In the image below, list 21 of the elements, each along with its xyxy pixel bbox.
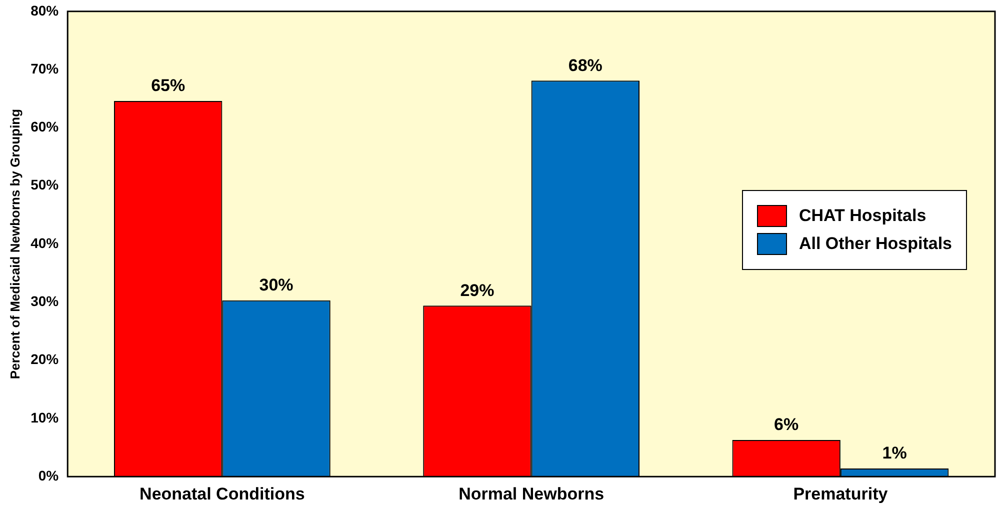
y-tick-label: 50% xyxy=(30,176,60,193)
x-tick-label: Normal Newborns xyxy=(458,484,604,504)
legend-label: All Other Hospitals xyxy=(798,234,952,254)
data-label: 1% xyxy=(882,444,907,463)
y-axis-title: Percent of Medicaid Newborns by Grouping xyxy=(7,108,22,380)
y-tick-label: 20% xyxy=(30,351,60,368)
y-tick-label: 70% xyxy=(30,60,60,76)
data-label: 29% xyxy=(460,280,494,300)
data-label: 30% xyxy=(259,276,294,295)
y-tick-label: 80% xyxy=(30,2,60,18)
x-tick-label: Prematurity xyxy=(793,484,888,504)
y-tick-label: 30% xyxy=(30,293,60,310)
y-tick-label: 40% xyxy=(30,234,60,251)
legend-label: CHAT Hospitals xyxy=(798,206,926,226)
y-tick-label: 10% xyxy=(30,409,60,426)
y-tick-label: 0% xyxy=(38,467,60,484)
data-label: 6% xyxy=(774,415,799,434)
data-label: 65% xyxy=(151,76,186,96)
y-tick-label: 60% xyxy=(30,118,60,135)
x-tick-label: Neonatal Conditions xyxy=(140,484,305,504)
data-label: 68% xyxy=(568,56,602,75)
